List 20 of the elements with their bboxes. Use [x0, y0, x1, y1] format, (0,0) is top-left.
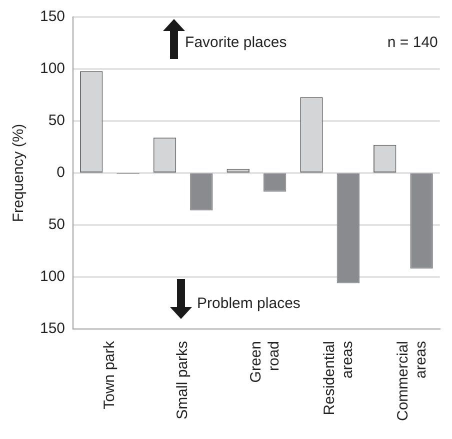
y-axis-title: Frequency (%) [10, 124, 28, 222]
bar [263, 173, 286, 192]
bar [410, 173, 433, 269]
y-tick-label: 50 [48, 216, 66, 234]
annotation: Problem places [197, 295, 300, 312]
annotation: Favorite places [185, 34, 287, 52]
y-tick-label: 50 [48, 112, 66, 130]
y-tick-label: 100 [40, 60, 66, 78]
bar [190, 173, 213, 210]
x-tick-label: Small parks [174, 340, 192, 420]
x-tick-label: Residential areas [320, 340, 356, 416]
x-tick-label: Town park [100, 340, 118, 410]
x-tick-label: Green road [248, 340, 283, 383]
y-tick-label: 0 [56, 164, 66, 182]
x-tick-label: Commercial areas [394, 340, 430, 422]
y-tick-label: 150 [40, 8, 66, 26]
y-tick-label: 100 [40, 268, 66, 286]
annotation: n = 140 [387, 34, 438, 52]
y-tick-label: 150 [40, 320, 66, 338]
bar [336, 173, 360, 284]
